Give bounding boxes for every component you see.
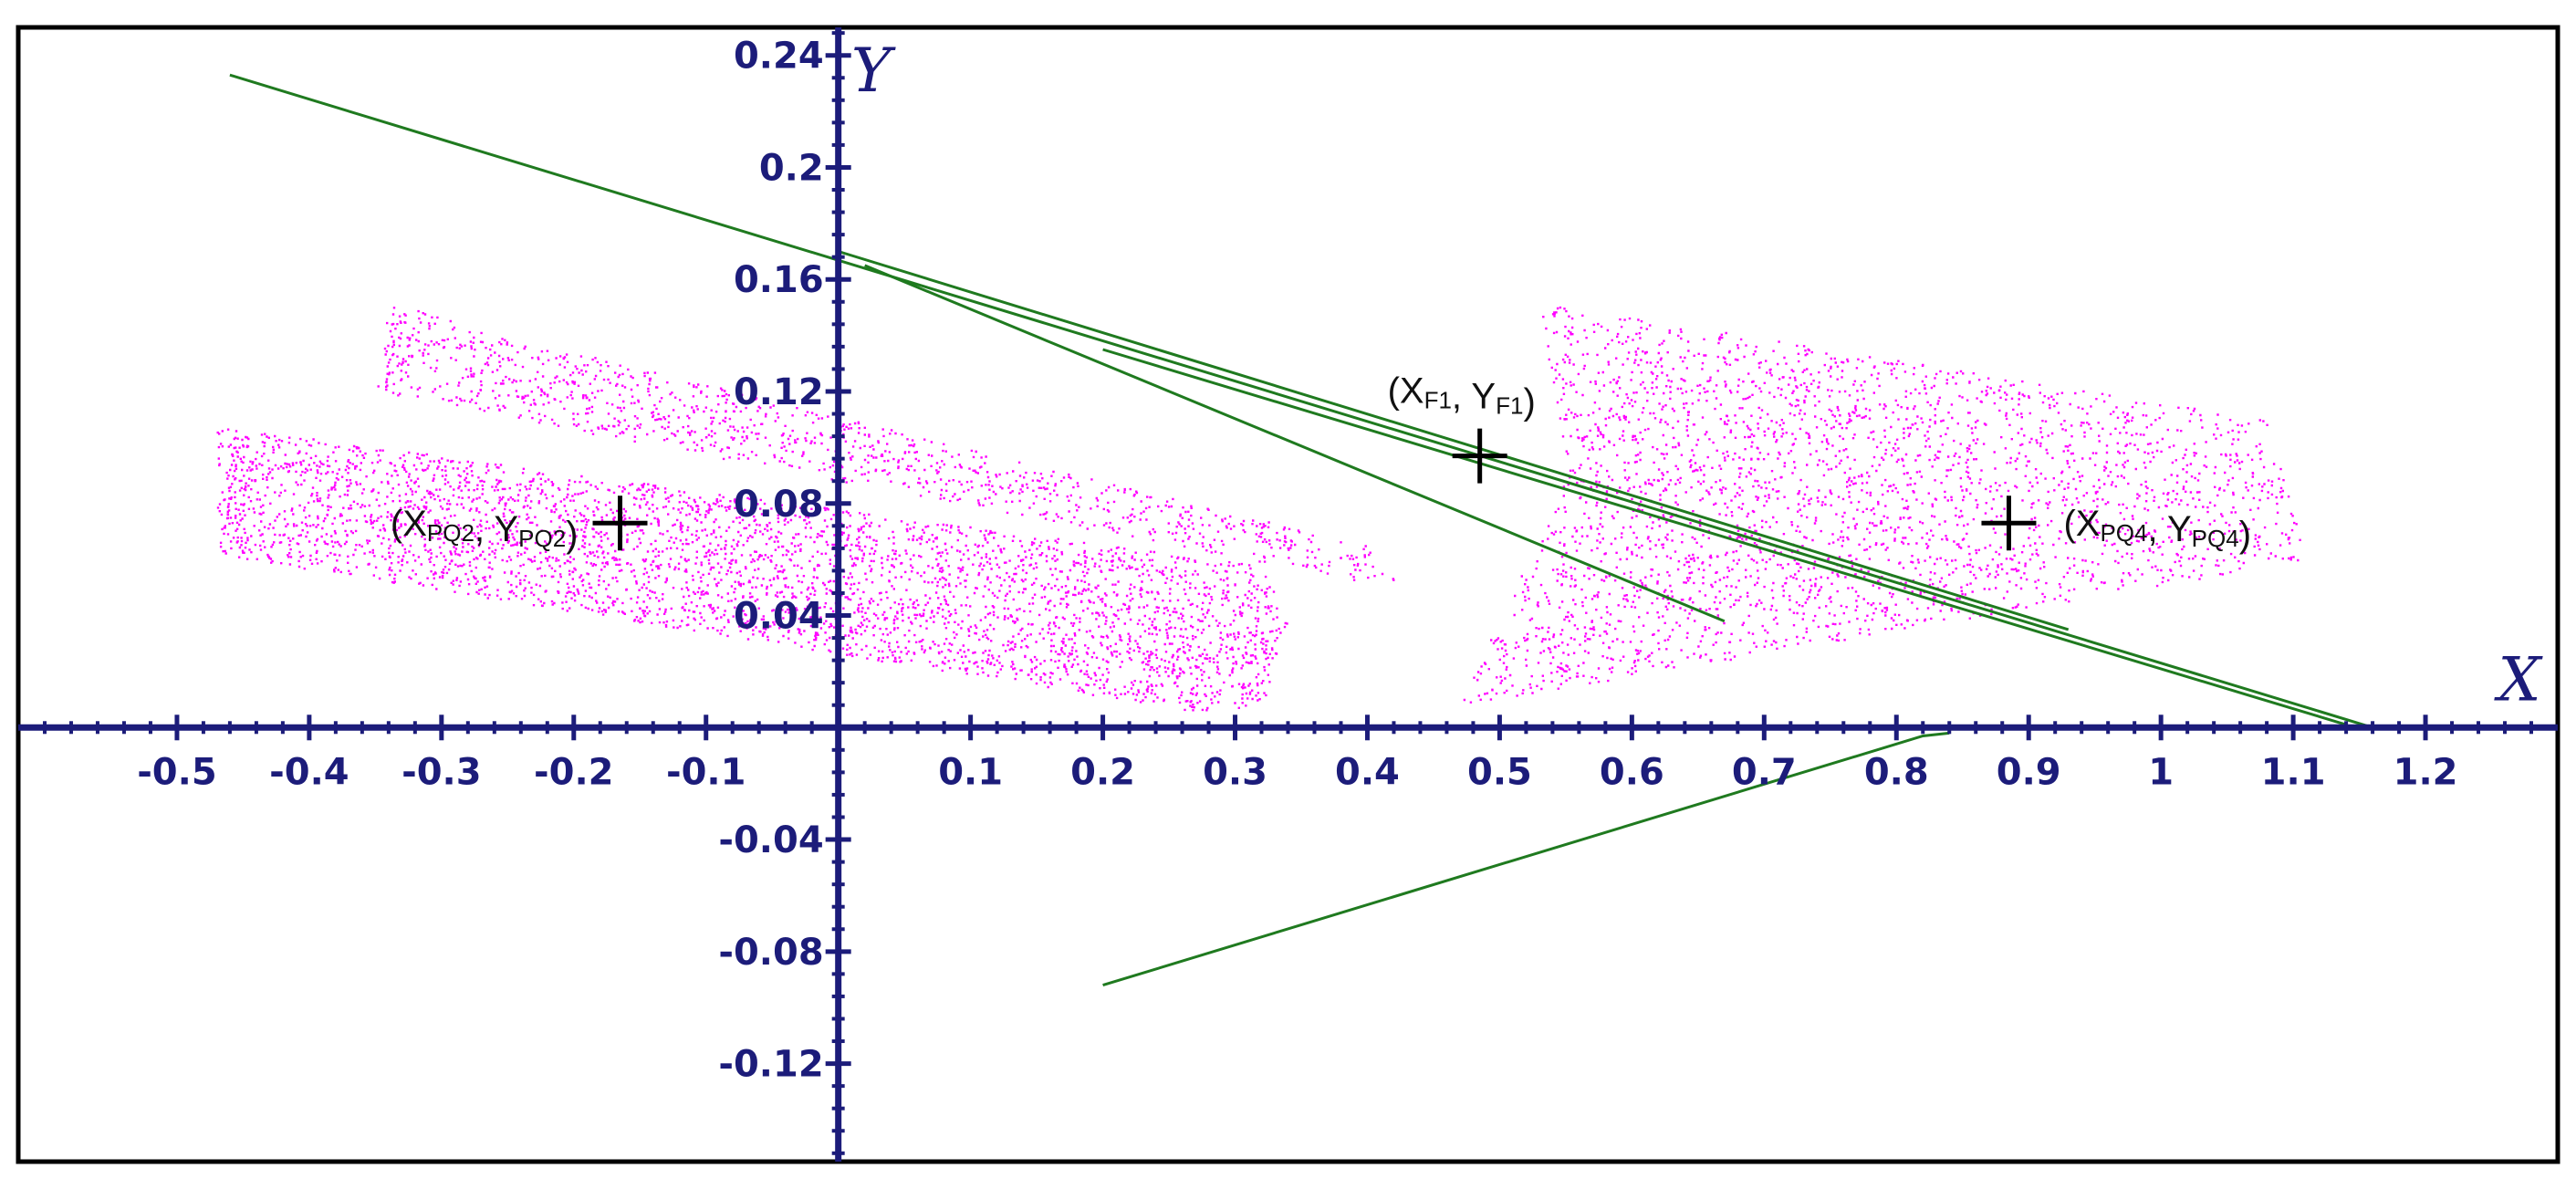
- x-tick-label: 1.1: [2261, 751, 2326, 793]
- point-cloud-3: [1463, 306, 2301, 704]
- x-tick-label: 0.6: [1600, 751, 1664, 793]
- marker-label-text: ): [1523, 382, 1535, 422]
- marker-label: (XF1, YF1): [1388, 371, 1536, 422]
- marker-label-text: , Y: [475, 509, 518, 549]
- trajectory-line-5: [1102, 731, 1950, 987]
- marker-label-text: (X: [1388, 371, 1424, 412]
- x-tick-label: -0.4: [269, 751, 349, 793]
- x-tick-label: 0.1: [938, 751, 1003, 793]
- centroid-marker-3: (XPQ4, YPQ4): [1981, 495, 2251, 555]
- point-cloud-dots: [1463, 306, 2301, 704]
- y-tick-label: 0.24: [734, 36, 824, 78]
- point-cloud-2: [377, 307, 1395, 581]
- point-cloud-dots: [377, 307, 1395, 581]
- x-axis-title: X: [2494, 644, 2544, 714]
- trajectory-line-1: [229, 73, 2373, 729]
- marker-label-subscript: PQ4: [2100, 519, 2147, 547]
- trajectory-lines: [229, 73, 2373, 987]
- y-tick-label: 0.2: [759, 147, 824, 189]
- y-tick-label: 0.12: [734, 371, 824, 413]
- plot-border: [16, 25, 2560, 1164]
- marker-label: (XPQ4, YPQ4): [2063, 504, 2251, 555]
- x-tick-label: 0.7: [1732, 751, 1797, 793]
- marker-label: (XPQ2, YPQ2): [391, 504, 579, 555]
- x-tick-label: 0.9: [1997, 751, 2061, 793]
- x-tick-label: 0.3: [1203, 751, 1267, 793]
- x-tick-label: -0.2: [534, 751, 613, 793]
- marker-label-text: (X: [391, 504, 427, 544]
- axes: -0.5 -0.4 -0.3 -0.2 -0.1 0.1 0.2 0.3 0.4 0.5 0.6 0.…: [18, 27, 2558, 1162]
- marker-label-subscript: F1: [1496, 392, 1523, 420]
- marker-label-text: , Y: [1452, 377, 1496, 417]
- trajectory-line-2: [838, 250, 2070, 631]
- x-tick-label: 1.2: [2393, 751, 2458, 793]
- point-clouds: [216, 306, 2301, 712]
- marker-label-subscript: PQ2: [518, 525, 566, 552]
- y-axis-title: Y: [851, 36, 896, 106]
- x-tick-label: -0.3: [402, 751, 481, 793]
- y-tick-label: -0.12: [718, 1044, 823, 1086]
- x-tick-label: 0.2: [1070, 751, 1135, 793]
- marker-label-text: , Y: [2147, 509, 2191, 549]
- y-tick-label: 0.16: [734, 259, 824, 301]
- marker-label-subscript: PQ2: [427, 519, 475, 547]
- centroid-marker-2: (XF1, YF1): [1388, 371, 1536, 484]
- trajectory-line-4: [1102, 348, 2347, 726]
- y-tick-label: -0.08: [718, 932, 823, 974]
- marker-label-text: ): [566, 515, 578, 555]
- trajectory-line-3: [864, 264, 1726, 623]
- y-tick-label: 0.04: [734, 596, 824, 638]
- x-tick-label: 0.8: [1864, 751, 1929, 793]
- x-tick-label: -0.1: [666, 751, 746, 793]
- y-tick-label: -0.04: [718, 819, 823, 861]
- marker-label-text: (X: [2063, 504, 2100, 544]
- x-tick-label: -0.5: [137, 751, 216, 793]
- x-tick-label: 0.5: [1467, 751, 1532, 793]
- marker-label-subscript: F1: [1424, 387, 1452, 414]
- centroid-markers: (XPQ2, YPQ2)(XF1, YF1)(XPQ4, YPQ4): [391, 371, 2251, 556]
- centroid-marker-1: (XPQ2, YPQ2): [391, 495, 648, 555]
- x-tick-label: 0.4: [1335, 751, 1400, 793]
- marker-label-subscript: PQ4: [2192, 525, 2239, 552]
- marker-label-text: ): [2239, 515, 2251, 555]
- x-tick-label: 1: [2148, 751, 2174, 793]
- y-tick-label: 0.08: [734, 484, 824, 526]
